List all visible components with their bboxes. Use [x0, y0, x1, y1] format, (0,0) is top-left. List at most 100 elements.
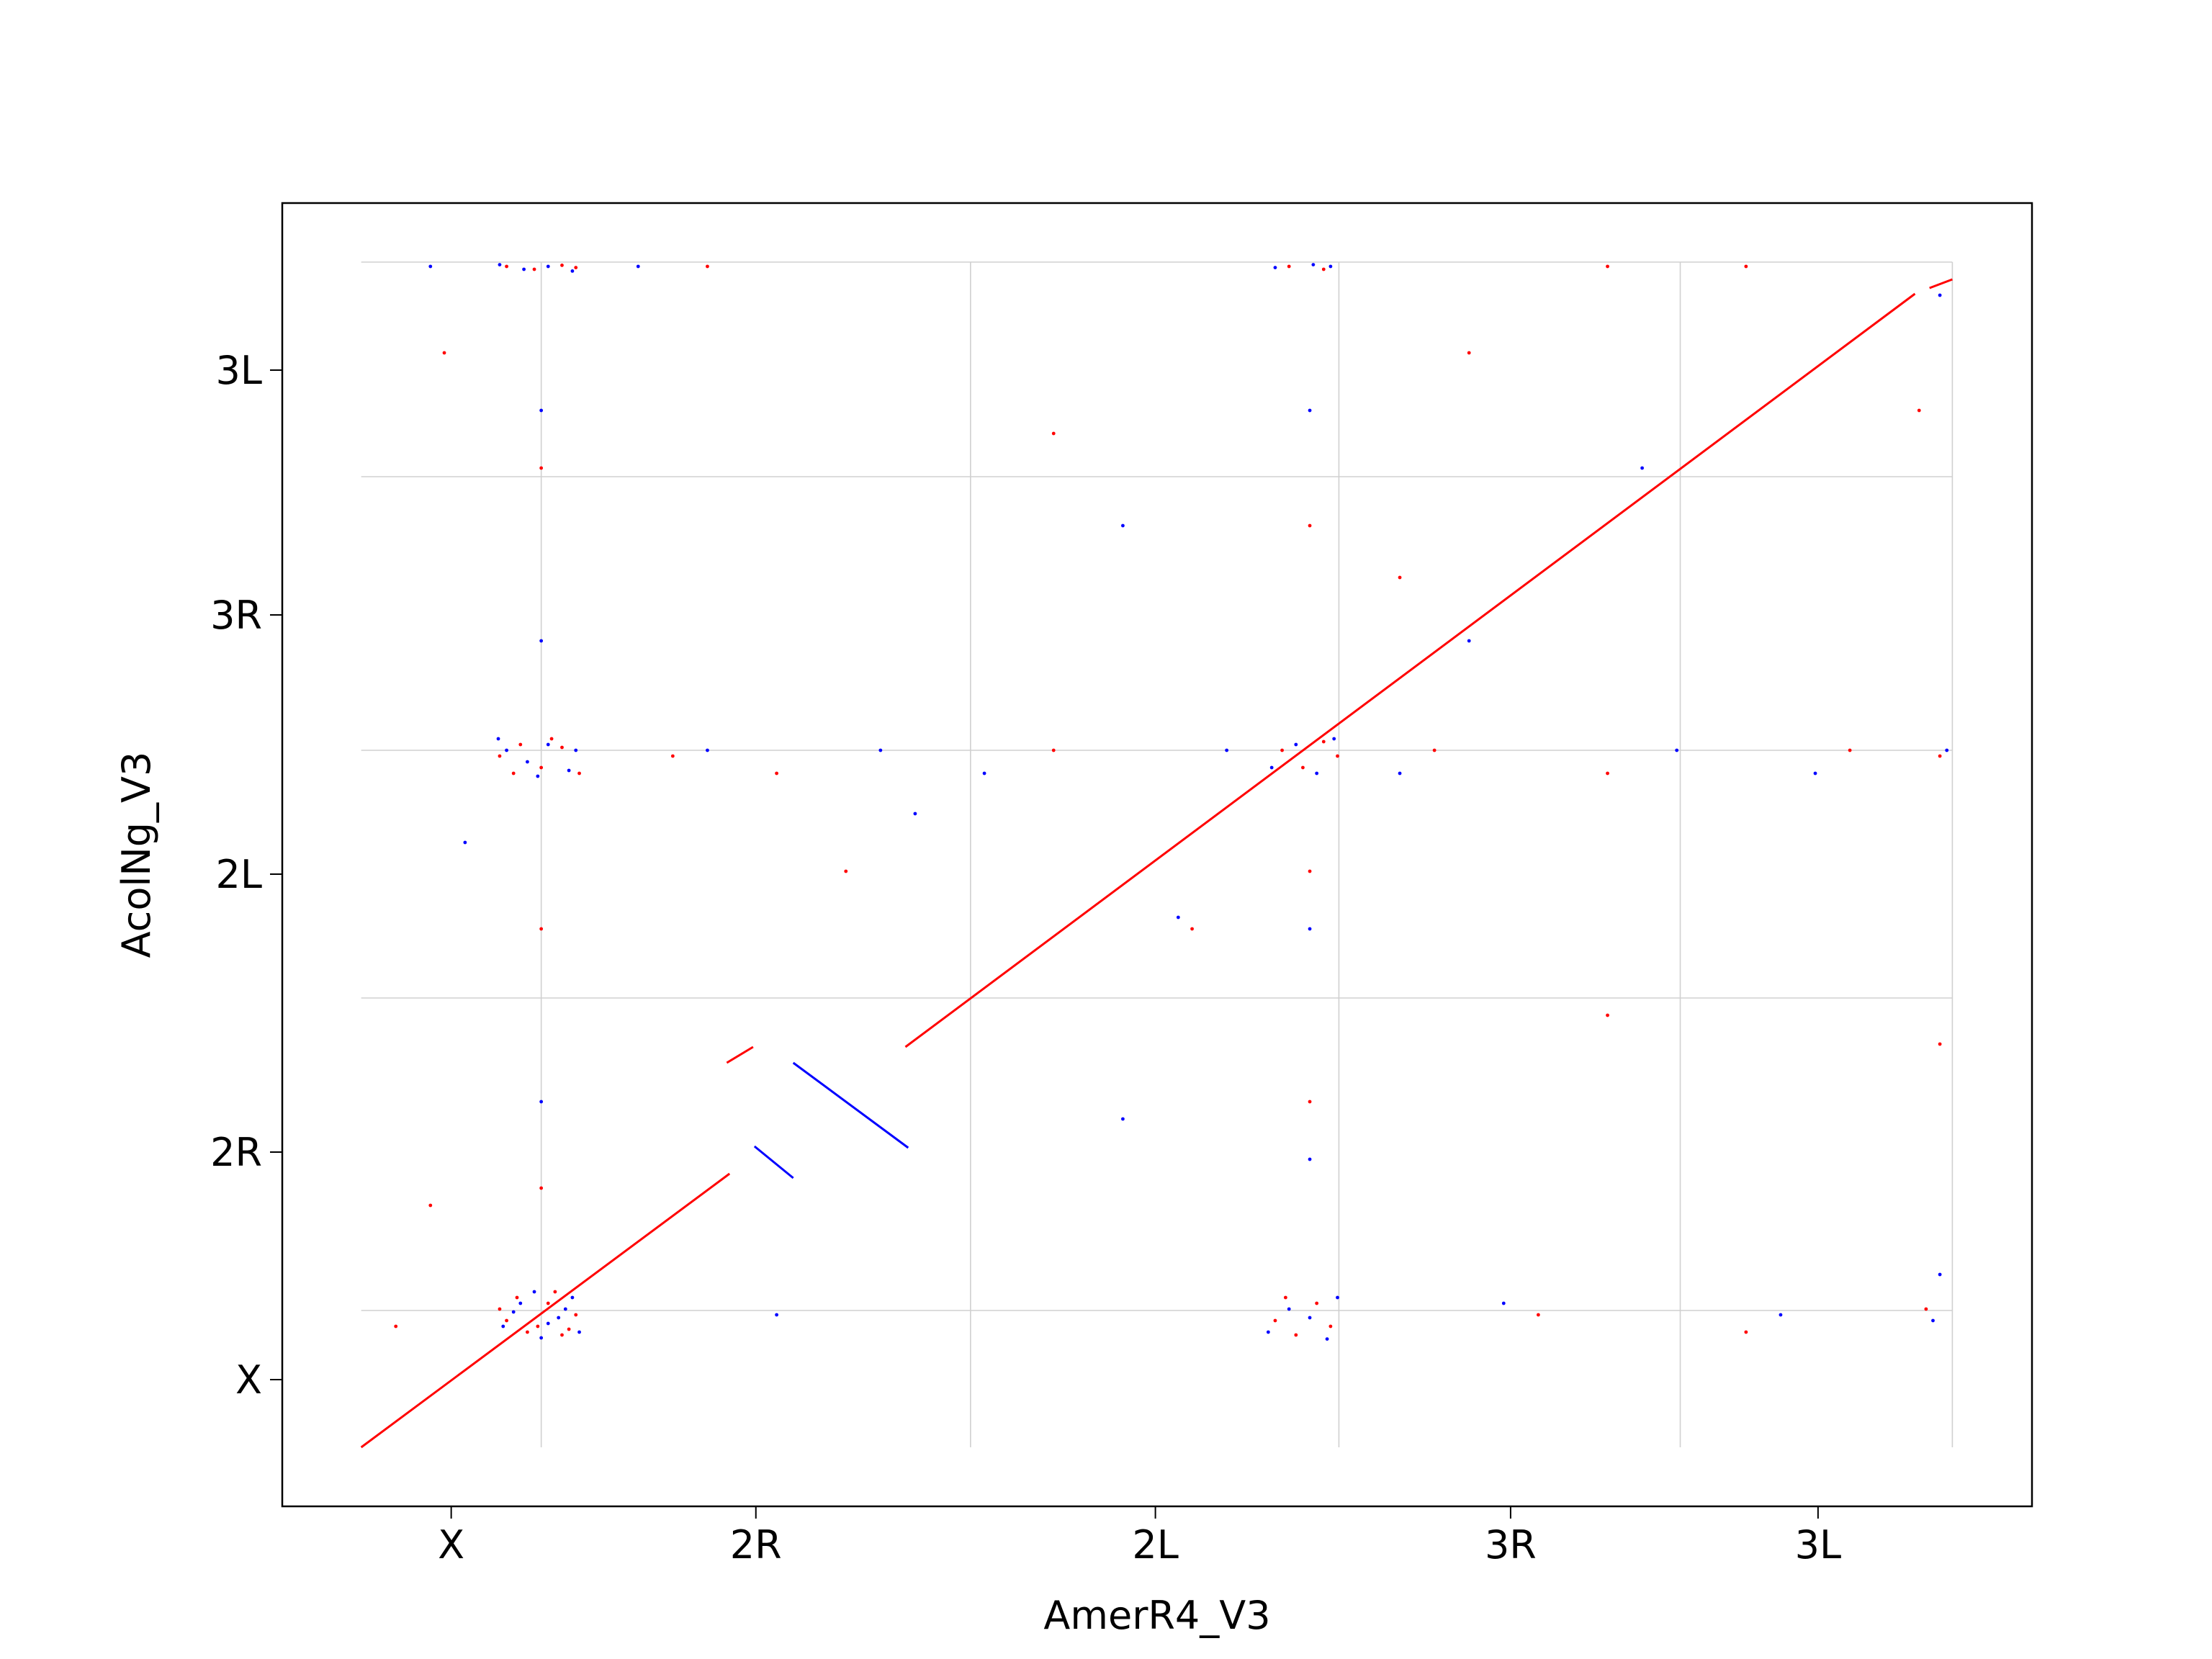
dot: [536, 774, 540, 778]
y-axis-label: AcolNg_V3: [114, 752, 159, 958]
dot: [1266, 1330, 1270, 1334]
dot: [1315, 771, 1319, 775]
dot: [1467, 351, 1471, 355]
dot: [546, 742, 550, 747]
alignment-line: [360, 1172, 731, 1449]
dot: [1321, 739, 1326, 744]
dot: [536, 1324, 540, 1328]
dot: [1273, 266, 1277, 269]
dot: [982, 771, 986, 775]
dot: [526, 1330, 529, 1334]
x-tick-label: 3L: [1795, 1522, 1841, 1568]
dot: [1536, 1313, 1540, 1317]
dot: [553, 1290, 557, 1294]
dot: [1675, 748, 1679, 752]
dot: [1176, 915, 1180, 920]
dot: [1398, 771, 1402, 775]
dot: [570, 269, 575, 273]
dot: [539, 1100, 544, 1104]
dot: [546, 1321, 550, 1326]
dot: [501, 1324, 505, 1328]
dot: [1051, 431, 1056, 436]
dot: [1924, 1307, 1928, 1311]
dot: [1283, 1295, 1287, 1300]
dot: [636, 264, 640, 269]
dot: [577, 1330, 581, 1334]
dot: [1332, 737, 1336, 741]
dot: [1190, 927, 1194, 931]
dot: [1606, 771, 1609, 775]
dot: [1945, 748, 1949, 752]
dot: [1501, 1301, 1506, 1305]
dot: [1606, 264, 1609, 269]
dot: [526, 760, 529, 764]
x-tick-label: X: [438, 1522, 464, 1568]
dot: [546, 264, 550, 269]
y-tick-label: 2R: [210, 1130, 262, 1175]
dot: [560, 264, 564, 267]
dot: [505, 264, 508, 269]
dot: [1336, 1295, 1339, 1300]
alignment-line: [753, 1145, 794, 1179]
dot: [567, 1327, 571, 1331]
dot: [1294, 1333, 1298, 1337]
dot: [1308, 408, 1312, 413]
dot: [1398, 575, 1402, 580]
dot: [1744, 1330, 1748, 1334]
dot: [1321, 267, 1326, 271]
dot: [463, 840, 467, 845]
dot: [498, 263, 502, 266]
dot: [1606, 1013, 1609, 1017]
alignment-line: [1929, 278, 1953, 289]
dot: [1432, 748, 1437, 752]
x-tick-label: 3R: [1485, 1522, 1537, 1568]
dot: [913, 811, 917, 816]
dot: [574, 748, 578, 752]
x-tick-label: 2R: [730, 1522, 782, 1568]
dot: [505, 1318, 508, 1323]
dot: [1294, 742, 1298, 747]
dot: [1938, 1272, 1942, 1277]
dot: [1311, 263, 1316, 266]
dot: [539, 765, 544, 770]
dot: [498, 754, 502, 758]
dot: [522, 267, 526, 271]
dot: [1121, 523, 1125, 528]
dot: [1938, 293, 1942, 297]
dot: [1744, 264, 1748, 269]
dot: [1848, 748, 1852, 752]
dot: [775, 771, 778, 775]
x-tick-label: 2L: [1132, 1522, 1178, 1568]
dot: [1121, 1117, 1125, 1121]
dot: [1225, 748, 1229, 752]
dot: [1051, 748, 1056, 752]
dot: [1328, 264, 1333, 269]
dot: [539, 639, 544, 643]
dot: [560, 1333, 564, 1337]
dot: [1315, 1301, 1319, 1305]
dot: [532, 1290, 536, 1294]
dot: [844, 869, 848, 873]
dot: [1931, 1318, 1935, 1323]
y-tick-label: 2L: [216, 852, 262, 897]
dot: [442, 351, 446, 355]
dot: [394, 1324, 398, 1328]
dot: [428, 264, 433, 269]
dot: [546, 1301, 550, 1305]
dot: [1308, 1157, 1312, 1161]
dot: [1467, 639, 1471, 643]
dot: [775, 1313, 778, 1317]
dot: [539, 466, 544, 470]
dot: [505, 748, 508, 752]
axes-frame: [281, 202, 2033, 1508]
dot: [1308, 869, 1312, 873]
dot: [1328, 1324, 1333, 1328]
dot: [1280, 748, 1284, 752]
dot: [560, 745, 564, 750]
dot: [706, 264, 709, 269]
dot: [532, 267, 536, 271]
dot: [539, 1336, 544, 1340]
dot: [498, 1307, 502, 1311]
